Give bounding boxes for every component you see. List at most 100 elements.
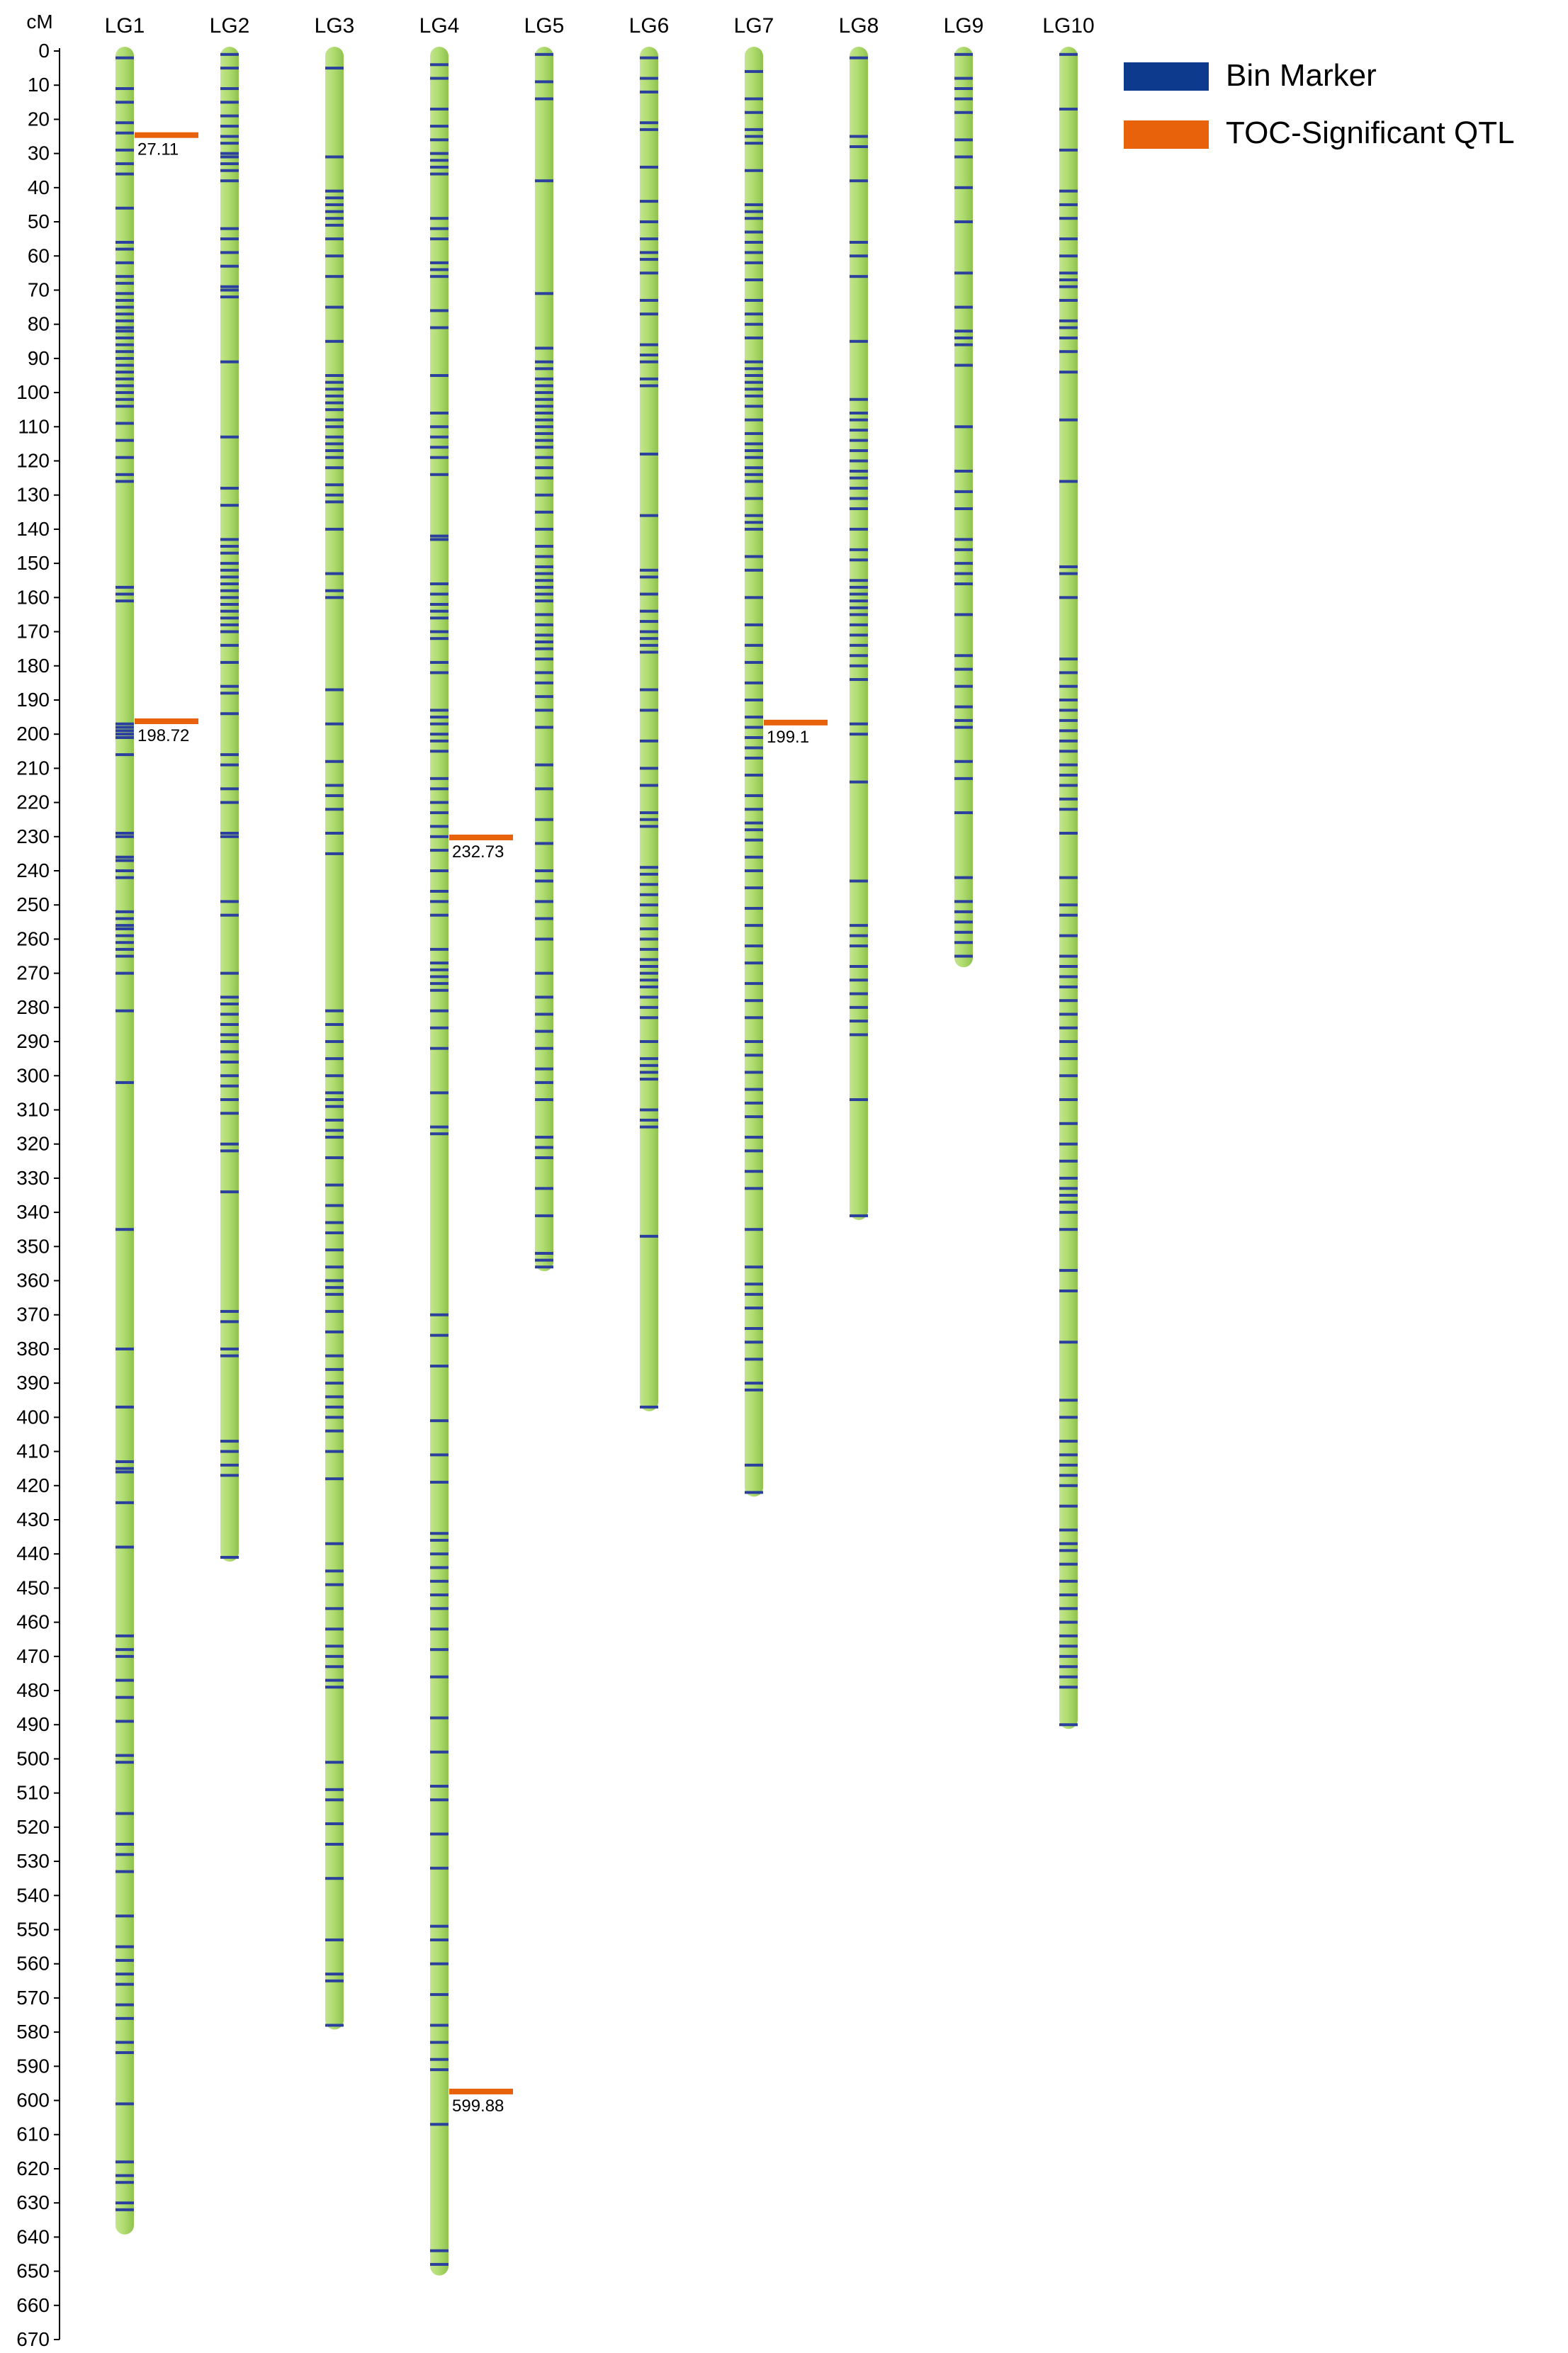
bin-marker [220, 623, 239, 626]
bin-marker [325, 596, 344, 599]
bin-marker [535, 446, 553, 449]
bin-marker [430, 268, 449, 271]
chromosome-bar [115, 47, 134, 2235]
bin-marker [220, 763, 239, 767]
bin-marker [430, 671, 449, 675]
bin-marker [115, 1842, 134, 1846]
bin-marker [115, 1545, 134, 1549]
y-tick-label: 330 [16, 1167, 50, 1189]
bin-marker [954, 954, 973, 958]
bin-marker [220, 582, 239, 586]
bin-marker [1059, 739, 1078, 743]
bin-marker [430, 2068, 449, 2072]
bin-marker [640, 739, 658, 743]
linkage-group-lg8: LG8 [839, 14, 879, 1220]
bin-marker [220, 995, 239, 999]
y-tick-label: 550 [16, 1918, 50, 1940]
bin-marker [115, 275, 134, 278]
bin-marker [325, 1822, 344, 1826]
bin-marker [430, 1593, 449, 1597]
legend: Bin Marker TOC-Significant QTL [1124, 58, 1515, 150]
bin-marker [850, 924, 868, 927]
bin-marker [850, 469, 868, 473]
bin-marker [535, 585, 553, 589]
bin-marker [325, 831, 344, 835]
bin-marker [850, 449, 868, 453]
bin-marker [640, 985, 658, 988]
bin-marker [745, 623, 763, 626]
bin-marker [115, 439, 134, 442]
linkage-group-lg7: LG7 [734, 14, 774, 1497]
bin-marker [325, 1583, 344, 1586]
bin-marker [1059, 1723, 1078, 1727]
bin-marker [325, 1292, 344, 1296]
bin-marker [430, 1132, 449, 1136]
bin-marker [640, 866, 658, 869]
bin-marker [640, 592, 658, 596]
bin-marker [220, 835, 239, 838]
bin-marker [325, 1286, 344, 1290]
bin-marker [115, 1720, 134, 1723]
bin-marker [535, 52, 553, 56]
y-axis-label: cM [26, 11, 52, 33]
bin-marker [430, 616, 449, 620]
bin-marker [850, 254, 868, 258]
bin-marker [535, 658, 553, 661]
bin-marker [1059, 1228, 1078, 1231]
y-tick-label: 110 [18, 415, 50, 437]
chromosome-bar [220, 47, 239, 1562]
bin-marker [115, 298, 134, 302]
bin-marker [430, 1538, 449, 1542]
bin-marker [850, 418, 868, 422]
bin-marker [640, 913, 658, 917]
bin-marker [430, 538, 449, 541]
bin-marker [745, 698, 763, 701]
bin-marker [745, 169, 763, 172]
bin-marker [1059, 285, 1078, 288]
bin-marker [220, 1084, 239, 1088]
bin-marker [745, 521, 763, 524]
bin-marker [325, 388, 344, 391]
bin-marker [745, 497, 763, 500]
bin-marker [115, 599, 134, 603]
bin-marker [325, 425, 344, 429]
bin-marker [850, 1098, 868, 1102]
bin-marker [430, 435, 449, 439]
y-tick-label: 150 [16, 552, 50, 574]
bin-marker [1059, 189, 1078, 193]
bin-marker [850, 613, 868, 616]
bin-marker [325, 1022, 344, 1026]
bin-marker [430, 2041, 449, 2044]
bin-marker [535, 80, 553, 84]
bin-marker [430, 1866, 449, 1870]
bin-marker [220, 1003, 239, 1006]
y-tick-label: 580 [16, 2021, 50, 2043]
bin-marker [640, 643, 658, 647]
bin-marker [430, 1785, 449, 1788]
bin-marker [640, 514, 658, 517]
bin-marker [220, 753, 239, 757]
y-tick-label: 220 [16, 791, 50, 813]
bin-marker [745, 1358, 763, 1361]
bin-marker [535, 405, 553, 408]
bin-marker [745, 736, 763, 739]
bin-marker [745, 449, 763, 453]
bin-marker [325, 1477, 344, 1481]
bin-marker [535, 787, 553, 791]
y-tick-label: 660 [16, 2294, 50, 2316]
bin-marker [430, 1962, 449, 1965]
bin-marker [430, 217, 449, 220]
bin-marker [115, 722, 134, 726]
bin-marker [325, 223, 344, 227]
bin-marker [115, 859, 134, 862]
bin-marker [1059, 319, 1078, 322]
bin-marker [640, 620, 658, 623]
bin-marker [1059, 1026, 1078, 1029]
bin-marker [1059, 1593, 1078, 1597]
chromosome-bar [325, 47, 344, 2030]
bin-marker [1059, 1074, 1078, 1078]
bin-marker [850, 599, 868, 603]
bin-marker [1059, 326, 1078, 329]
bin-marker [430, 1365, 449, 1368]
